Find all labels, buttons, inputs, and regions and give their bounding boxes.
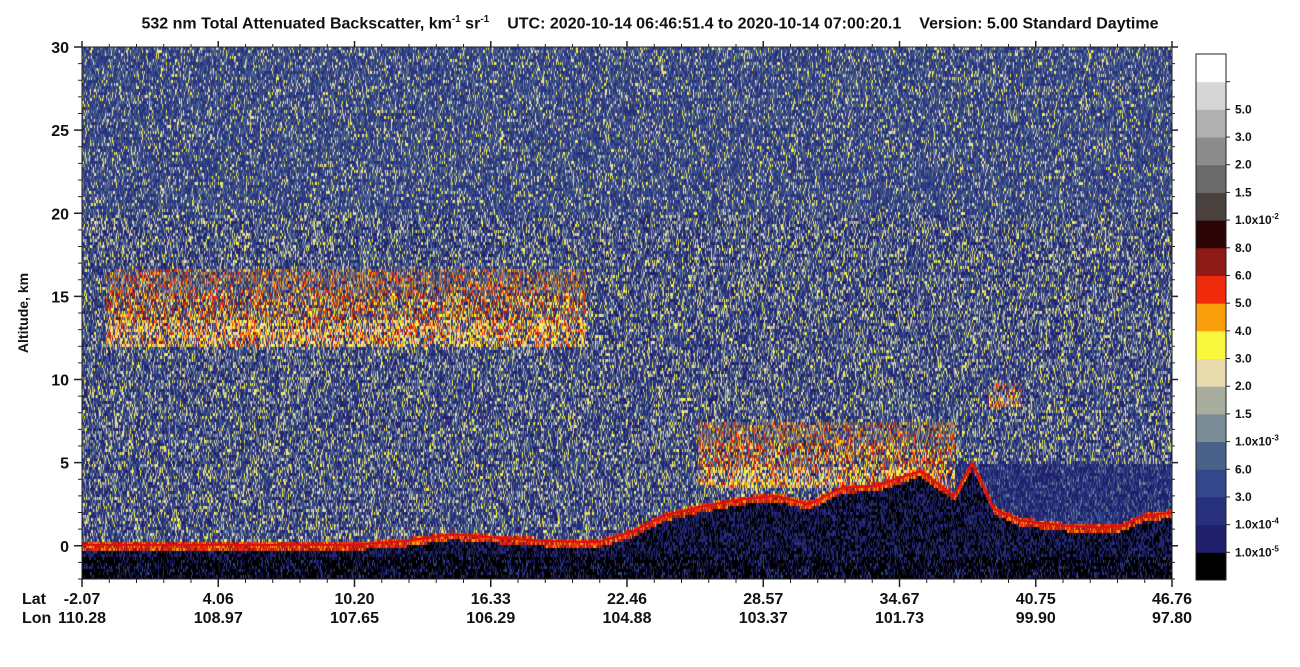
colorbar-label: 2.0	[1235, 379, 1252, 393]
x-tick-label-lat: 28.57	[743, 591, 783, 608]
colorbar-label: 1.0x10-3	[1235, 434, 1279, 449]
colorbar-swatch	[1196, 552, 1226, 581]
x-row-label-lon: Lon	[22, 610, 51, 627]
title-sr: sr	[460, 15, 481, 33]
x-tick-label-lat: 4.06	[203, 591, 234, 608]
colorbar-label: 1.0x10-2	[1235, 212, 1279, 227]
title-utc-label: UTC:	[507, 15, 546, 33]
x-tick-label-lon: 107.65	[330, 610, 379, 627]
x-tick-label-lon: 106.29	[466, 610, 515, 627]
colorbar-swatch	[1196, 303, 1226, 332]
colorbar-label-exponent: -5	[1272, 544, 1280, 553]
x-tick-label-lat: 46.76	[1152, 591, 1192, 608]
colorbar-label: 5.0	[1235, 296, 1252, 310]
x-tick-label-lon: 103.37	[739, 610, 788, 627]
colorbar-swatch	[1196, 386, 1226, 415]
colorbar-label: 5.0	[1235, 102, 1252, 116]
x-tick-label-lon: 108.97	[194, 610, 243, 627]
x-tick-label-lat: 16.33	[471, 591, 511, 608]
colorbar-swatch	[1196, 413, 1226, 443]
x-tick-label-lat: 22.46	[607, 591, 647, 608]
title-version: Version: 5.00	[919, 15, 1018, 33]
y-tick-label: 5	[60, 456, 69, 473]
colorbar-label: 6.0	[1235, 462, 1252, 476]
x-axis: Lat Lon -2.07 110.28 4.06 108.97 10.20 107.65 16…	[22, 41, 1192, 627]
colorbar-swatch	[1196, 469, 1226, 498]
colorbar-swatch	[1196, 109, 1226, 138]
title-mode: Daytime	[1096, 15, 1159, 33]
colorbar-swatch	[1196, 54, 1226, 83]
colorbar-label: 3.0	[1235, 490, 1252, 504]
x-tick-label-lat: 34.67	[879, 591, 919, 608]
colorbar-swatch	[1196, 275, 1226, 304]
colorbar-swatch	[1196, 81, 1226, 110]
colorbar-label: 1.5	[1235, 407, 1252, 421]
colorbar-swatch	[1196, 524, 1226, 553]
surface-elevation-line	[82, 460, 1173, 546]
x-tick-label-lon: 97.80	[1152, 610, 1192, 627]
colorbar-label: 1.5	[1235, 185, 1252, 199]
x-tick-label-lat: 10.20	[334, 591, 374, 608]
colorbar-swatch	[1196, 192, 1226, 221]
colorbar: 1.0x10-5 1.0x10-4 3.0 6.0 1.0x10-3 1.5 2.0 3.0 4…	[1195, 53, 1279, 581]
y-tick-label: 30	[51, 40, 69, 57]
colorbar-swatch	[1196, 137, 1226, 166]
colorbar-label-exponent: -2	[1272, 212, 1280, 221]
x-row-label-lat: Lat	[22, 591, 47, 608]
title-start-time: 2020-10-14 06:46:51.4	[549, 15, 714, 33]
colorbar-swatch	[1196, 358, 1226, 387]
y-tick-label: 0	[60, 539, 69, 556]
y-axis-title: Altitude, km	[15, 273, 31, 353]
title-to: to	[718, 15, 734, 33]
title-product: Standard	[1022, 15, 1092, 33]
y-axis: 0 5 10 15 20 25 30	[51, 40, 1178, 580]
chart-title: 532 nm Total Attenuated Backscatter, km-…	[0, 14, 1300, 33]
x-tick-label-lat: 40.75	[1016, 591, 1056, 608]
colorbar-swatch	[1196, 441, 1226, 470]
x-tick-label-lon: 99.90	[1016, 610, 1056, 627]
colorbar-frame	[1195, 53, 1227, 581]
colorbar-label: 1.0x10-5	[1235, 544, 1279, 559]
colorbar-swatch	[1196, 496, 1226, 526]
title-km-exponent: -1	[451, 14, 461, 25]
x-tick-label-lon: 104.88	[603, 610, 652, 627]
colorbar-label: 6.0	[1235, 268, 1252, 282]
x-tick-label-lon: 110.28	[58, 610, 106, 627]
title-sr-exponent: -1	[480, 14, 490, 25]
colorbar-label: 1.0x10-4	[1235, 517, 1279, 532]
surface-layer	[82, 460, 1173, 546]
colorbar-label: 4.0	[1235, 324, 1252, 338]
colorbar-swatch	[1196, 247, 1226, 276]
plot-area	[81, 46, 1173, 580]
colorbar-label: 2.0	[1235, 158, 1252, 172]
y-tick-label: 10	[51, 373, 69, 390]
y-tick-label: 20	[51, 206, 69, 223]
colorbar-swatch	[1196, 164, 1226, 193]
x-tick-label-lat: -2.07	[64, 591, 101, 608]
y-tick-label: 15	[51, 289, 69, 306]
colorbar-label-exponent: -4	[1272, 517, 1280, 526]
title-end-time: 2020-10-14 07:00:20.1	[737, 15, 902, 33]
colorbar-label: 3.0	[1235, 130, 1252, 144]
colorbar-label: 8.0	[1235, 241, 1252, 255]
title-quantity: 532 nm Total Attenuated Backscatter, km	[141, 15, 452, 33]
backscatter-heatmap	[82, 47, 1172, 579]
colorbar-label-exponent: -3	[1272, 434, 1280, 443]
y-tick-label: 25	[51, 123, 69, 140]
colorbar-label: 3.0	[1235, 352, 1252, 366]
colorbar-swatch	[1196, 220, 1226, 249]
x-tick-label-lon: 101.73	[875, 610, 924, 627]
colorbar-swatch	[1196, 330, 1226, 360]
